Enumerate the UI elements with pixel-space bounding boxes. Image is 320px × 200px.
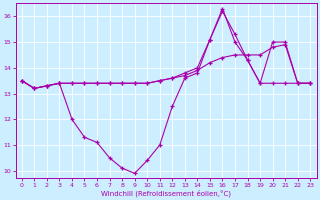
X-axis label: Windchill (Refroidissement éolien,°C): Windchill (Refroidissement éolien,°C) xyxy=(101,189,231,197)
